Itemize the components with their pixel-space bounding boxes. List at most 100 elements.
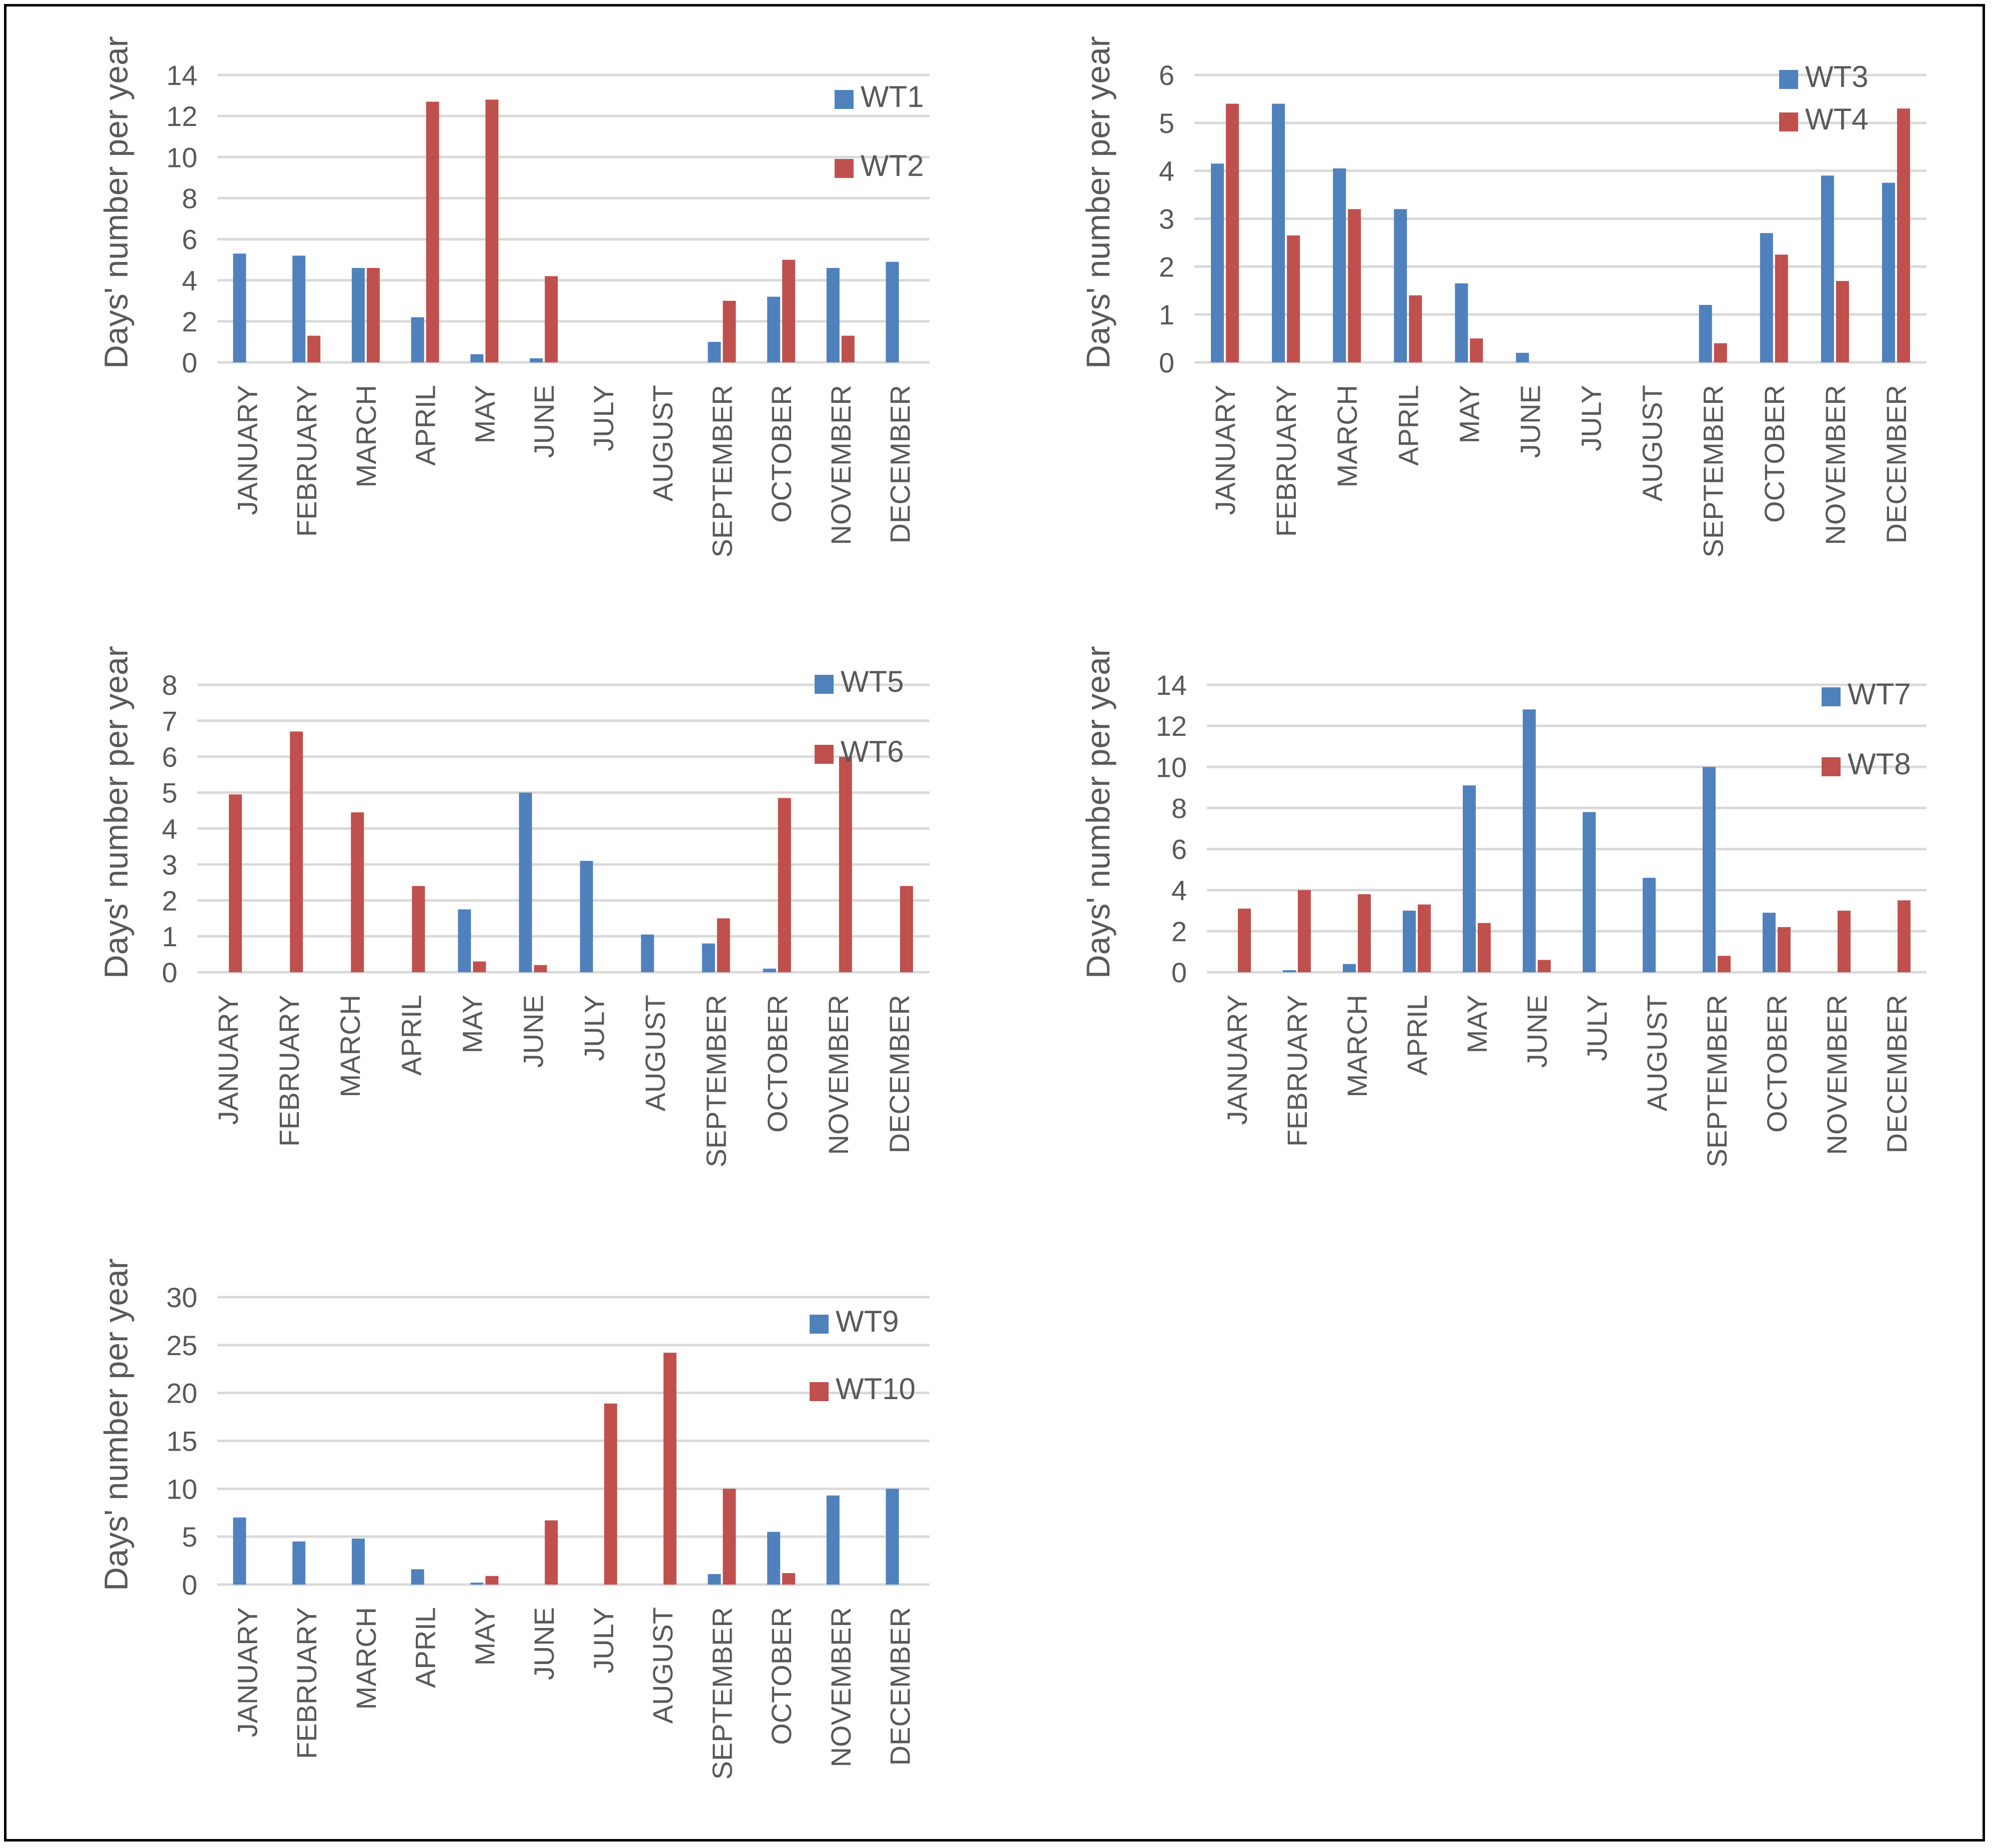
x-tick-label: NOVEMBER <box>825 385 857 545</box>
y-tick-label: 0 <box>182 1569 197 1601</box>
y-tick-label: 3 <box>1159 203 1174 235</box>
y-tick-label: 8 <box>162 669 177 701</box>
bar-wt7-june <box>1523 709 1536 972</box>
y-tick-label: 0 <box>182 347 197 378</box>
bar-wt4-october <box>1775 254 1788 362</box>
y-tick-label: 5 <box>162 777 177 809</box>
y-axis-label: Days' number per year <box>97 1258 134 1591</box>
y-axis-label: Days' number per year <box>97 646 134 979</box>
x-tick-label: AUGUST <box>640 995 671 1111</box>
bar-wt5-august <box>641 934 654 972</box>
x-tick-label: AUGUST <box>647 1607 679 1724</box>
bar-wt8-january <box>1238 908 1251 972</box>
bar-wt4-april <box>1409 295 1422 362</box>
y-tick-label: 0 <box>1171 957 1187 988</box>
x-tick-label: MARCH <box>1331 385 1363 487</box>
x-tick-label: JANUARY <box>1209 385 1241 515</box>
bar-wt3-may <box>1455 283 1468 362</box>
bar-wt1-may <box>470 354 484 362</box>
y-tick-label: 12 <box>1156 710 1187 742</box>
bar-wt8-october <box>1778 927 1791 972</box>
bar-wt3-january <box>1211 163 1224 362</box>
bar-wt6-september <box>717 918 730 972</box>
bar-wt5-october <box>763 968 776 972</box>
legend-swatch-wt3 <box>1779 70 1798 89</box>
bar-wt6-october <box>778 798 791 972</box>
bar-wt7-march <box>1343 964 1356 972</box>
x-tick-label: NOVEMBER <box>1820 385 1851 545</box>
x-tick-label: JULY <box>1576 385 1607 451</box>
x-tick-label: APRIL <box>1392 385 1424 466</box>
chart-panel-4: 0 2 4 6 8 10 12 14 Days' number per year JANUARY F… <box>1079 646 1927 1167</box>
x-tick-label: JULY <box>1581 995 1613 1061</box>
bar-wt1-april <box>411 317 424 362</box>
bar-wt6-february <box>290 731 303 972</box>
bar-wt8-may <box>1478 923 1491 972</box>
x-tick-label: MARCH <box>1341 995 1373 1097</box>
x-tick-label: APRIL <box>410 385 441 466</box>
x-tick-label: OCTOBER <box>762 995 793 1133</box>
bar-wt3-february <box>1272 103 1285 362</box>
x-tick-label: JUNE <box>528 1607 560 1680</box>
bar-wt8-december <box>1898 900 1911 972</box>
x-tick-label: MARCH <box>350 1607 382 1710</box>
x-tick-label: NOVEMBER <box>1821 995 1853 1155</box>
bar-wt1-january <box>233 253 246 362</box>
y-tick-label: 30 <box>166 1282 197 1313</box>
y-tick-label: 14 <box>1156 669 1187 701</box>
x-tick-label: JANUARY <box>231 385 263 515</box>
legend-label-wt10: WT10 <box>836 1372 916 1406</box>
x-tick-label: JUNE <box>517 995 549 1068</box>
y-tick-label: 6 <box>162 741 177 773</box>
bar-wt10-september <box>723 1489 736 1585</box>
bar-wt4-november <box>1836 281 1849 362</box>
x-tick-label: JULY <box>588 385 619 451</box>
bar-wt2-september <box>723 300 736 362</box>
bar-wt10-august <box>663 1353 677 1585</box>
bar-wt2-october <box>782 259 796 362</box>
y-tick-label: 2 <box>1159 251 1174 282</box>
bar-wt1-march <box>351 268 365 362</box>
bar-wt8-february <box>1298 890 1311 972</box>
bar-wt7-july <box>1583 812 1596 972</box>
y-tick-label: 6 <box>1171 834 1187 865</box>
bar-wt5-may <box>458 909 471 972</box>
bar-wt3-june <box>1516 352 1529 362</box>
x-tick-label: DECEMBER <box>884 995 915 1153</box>
y-axis-label: Days' number per year <box>1079 36 1116 369</box>
x-tick-label: MARCH <box>350 385 382 487</box>
y-tick-label: 14 <box>166 59 197 91</box>
bar-wt9-november <box>826 1495 840 1585</box>
x-tick-label: JANUARY <box>231 1607 263 1737</box>
bar-wt7-september <box>1703 767 1716 972</box>
bar-wt2-may <box>485 99 499 362</box>
bar-wt1-june <box>530 358 543 362</box>
legend-swatch-wt2 <box>835 159 854 178</box>
x-tick-label: OCTOBER <box>1761 995 1793 1133</box>
bar-wt1-february <box>292 255 306 362</box>
y-tick-label: 0 <box>1159 347 1174 378</box>
y-tick-label: 1 <box>1159 299 1174 330</box>
y-tick-label: 8 <box>1171 792 1187 824</box>
x-tick-label: AUGUST <box>1637 385 1668 501</box>
bar-wt9-february <box>292 1541 306 1585</box>
bar-wt6-november <box>839 756 852 972</box>
bar-wt7-april <box>1403 910 1416 972</box>
y-tick-label: 1 <box>162 921 177 952</box>
x-tick-label: SEPTEMBER <box>706 385 738 557</box>
x-tick-label: NOVEMBER <box>825 1607 857 1768</box>
legend-label-wt8: WT8 <box>1848 747 1911 781</box>
x-tick-label: JUNE <box>1521 995 1553 1068</box>
bar-wt10-july <box>604 1403 617 1585</box>
y-tick-label: 20 <box>166 1378 197 1409</box>
bar-wt7-may <box>1463 785 1476 972</box>
bar-wt7-february <box>1283 970 1296 972</box>
x-tick-label: SEPTEMBER <box>701 995 732 1167</box>
x-tick-label: MAY <box>456 995 488 1053</box>
bar-wt2-april <box>426 101 439 363</box>
bar-wt6-april <box>412 886 425 972</box>
legend-label-wt4: WT4 <box>1805 102 1869 136</box>
bar-wt9-december <box>886 1489 899 1585</box>
x-tick-label: FEBRUARY <box>291 385 322 537</box>
x-tick-label: NOVEMBER <box>823 995 854 1155</box>
